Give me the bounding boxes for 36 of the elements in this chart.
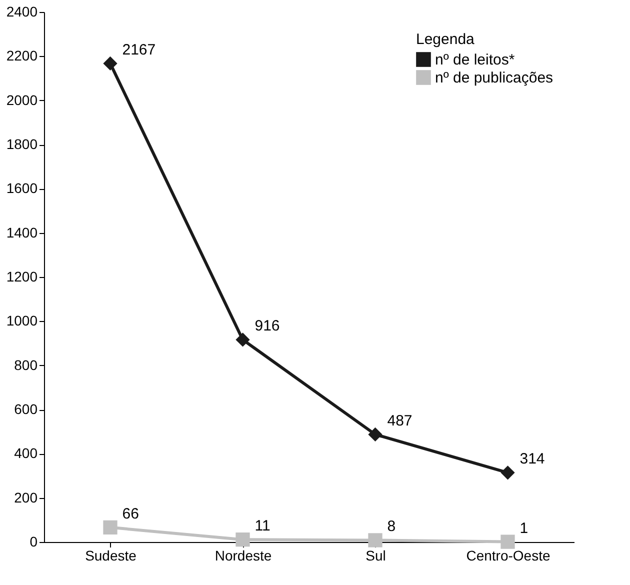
x-tick-label: Sul (366, 548, 386, 564)
legend-label: nº de leitos* (435, 52, 515, 68)
point (368, 427, 382, 442)
legend-title: Legenda (416, 31, 476, 48)
point (500, 534, 515, 549)
data-label: 66 (122, 505, 139, 522)
data-label: 11 (254, 518, 270, 535)
data-label: 2167 (122, 41, 156, 58)
data-label: 916 (254, 318, 280, 335)
y-tick-label: 400 (14, 445, 38, 462)
point (103, 520, 118, 534)
y-tick-label: 1800 (6, 136, 38, 152)
x-tick-label: Sudeste (85, 548, 137, 564)
y-tick-label: 1600 (6, 180, 38, 196)
y-tick-label: 600 (14, 401, 38, 417)
y-tick-label: 2200 (6, 48, 38, 64)
point (103, 56, 118, 71)
y-tick-label: 1000 (6, 312, 38, 329)
y-tick-label: 2400 (6, 4, 38, 20)
x-tick-label: Centro-Oeste (466, 548, 550, 564)
point (500, 466, 515, 480)
data-label: 487 (387, 412, 412, 430)
y-tick-label: 200 (14, 489, 38, 506)
point (236, 332, 250, 347)
y-tick-label: 800 (14, 356, 38, 373)
y-tick-label: 0 (30, 534, 38, 550)
point (368, 533, 382, 548)
data-label: 1 (520, 520, 528, 537)
point (236, 532, 250, 547)
y-tick-label: 2000 (6, 92, 38, 108)
legend-label: nº de publicações (435, 70, 554, 86)
y-tick-label: 1400 (6, 224, 38, 240)
data-label: 8 (387, 518, 396, 536)
data-label: 314 (520, 450, 545, 468)
x-tick-label: Nordeste (214, 548, 272, 564)
y-tick-label: 1200 (6, 268, 38, 284)
